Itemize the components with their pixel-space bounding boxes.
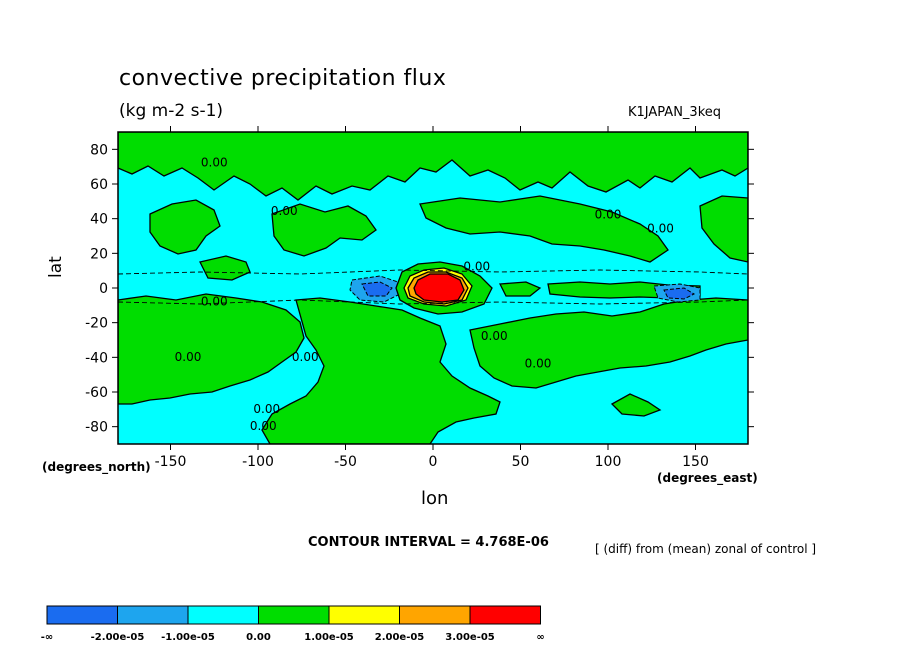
colorbar-swatch (399, 605, 471, 625)
x-tick-label: -100 (242, 454, 274, 470)
contour-label: 0.00 (271, 204, 298, 218)
contour-label: 0.00 (463, 260, 490, 274)
contour-label: 0.00 (253, 402, 280, 416)
colorbar: -∞ -2.00e-05 -1.00e-05 0.00 1.00e-05 2.00e-05… (41, 605, 545, 643)
contour-label: 0.00 (250, 419, 277, 433)
colorbar-label: -∞ (41, 632, 53, 643)
x-tick-label: -50 (334, 454, 357, 470)
colorbar-label: 2.00e-05 (375, 632, 425, 643)
colorbar-swatch (46, 605, 118, 625)
region-nh-small (199, 255, 251, 281)
colorbar-label: 0.00 (246, 632, 271, 643)
run-name: K1JAPAN_3keq (628, 105, 722, 120)
region-nh-midlat-a (271, 203, 377, 257)
contour-label: 0.00 (595, 208, 622, 222)
colorbar-label: -1.00e-05 (161, 632, 215, 643)
y-tick-label: 60 (90, 177, 108, 193)
region-south-central (261, 297, 501, 444)
y-tick-label: -20 (85, 316, 108, 332)
diff-note: [ (diff) from (mean) zonal of control ] (595, 542, 817, 556)
contour-label: 0.00 (201, 156, 228, 170)
colorbar-label: 3.00e-05 (445, 632, 495, 643)
region-neg-east-core (663, 287, 696, 300)
colorbar-swatch (258, 605, 330, 625)
y-tick-label: 40 (90, 212, 108, 228)
contour-label: 0.00 (647, 222, 674, 236)
y-tick-label: -40 (85, 350, 108, 366)
y-tick-label: 80 (90, 142, 108, 158)
region-south-east (469, 297, 748, 389)
colorbar-label: -2.00e-05 (91, 632, 145, 643)
colorbar-swatch (117, 605, 189, 625)
x-tick-label: 150 (682, 454, 709, 470)
x-tick-label: 0 (429, 454, 438, 470)
contour-interval: CONTOUR INTERVAL = 4.768E-06 (308, 535, 549, 550)
colorbar-swatch (187, 605, 259, 625)
contour-label: 0.00 (525, 357, 552, 371)
y-tick-label: -60 (85, 385, 108, 401)
dashed-contour-south (118, 299, 748, 305)
contour-label: 0.00 (175, 350, 202, 364)
contour-fills (118, 132, 748, 444)
dashed-contour-north (118, 269, 748, 275)
region-max-red (413, 273, 465, 303)
chart-title: convective precipitation flux (119, 66, 447, 91)
contour-label: 0.00 (201, 294, 228, 308)
colorbar-label: 1.00e-05 (304, 632, 354, 643)
region-neg-west-core (361, 281, 393, 297)
region-equator-mid (498, 281, 542, 297)
region-sh-small (610, 393, 662, 417)
axes: -150 -100 -50 0 50 100 150 80 60 40 20 0 -20 -40 -60 -8… (85, 126, 754, 470)
y-axis-units: (degrees_north) (42, 460, 151, 474)
colorbar-swatch (328, 605, 400, 625)
x-axis-label: lon (421, 488, 449, 509)
region-nh-midlat-b (419, 195, 669, 263)
colorbar-label: ∞ (536, 632, 544, 643)
y-tick-label: 0 (99, 281, 108, 297)
x-tick-label: -150 (155, 454, 187, 470)
contour-label: 0.00 (292, 350, 319, 364)
x-axis-units: (degrees_east) (657, 471, 758, 485)
contour-label: 0.00 (481, 329, 508, 343)
colorbar-swatch (469, 605, 541, 625)
chart-units: (kg m-2 s-1) (119, 101, 224, 121)
region-north-band (118, 132, 748, 201)
region-nh-east-edge (699, 195, 748, 263)
x-tick-label: 100 (595, 454, 622, 470)
y-tick-label: 20 (90, 246, 108, 262)
contour-labels: 0.00 0.00 0.00 0.00 0.00 0.00 0.00 0.00 0.00 0.00… (175, 156, 674, 433)
y-tick-label: -80 (85, 420, 108, 436)
x-tick-label: 50 (512, 454, 530, 470)
region-nh-west (149, 199, 221, 255)
region-south-west (118, 293, 305, 405)
